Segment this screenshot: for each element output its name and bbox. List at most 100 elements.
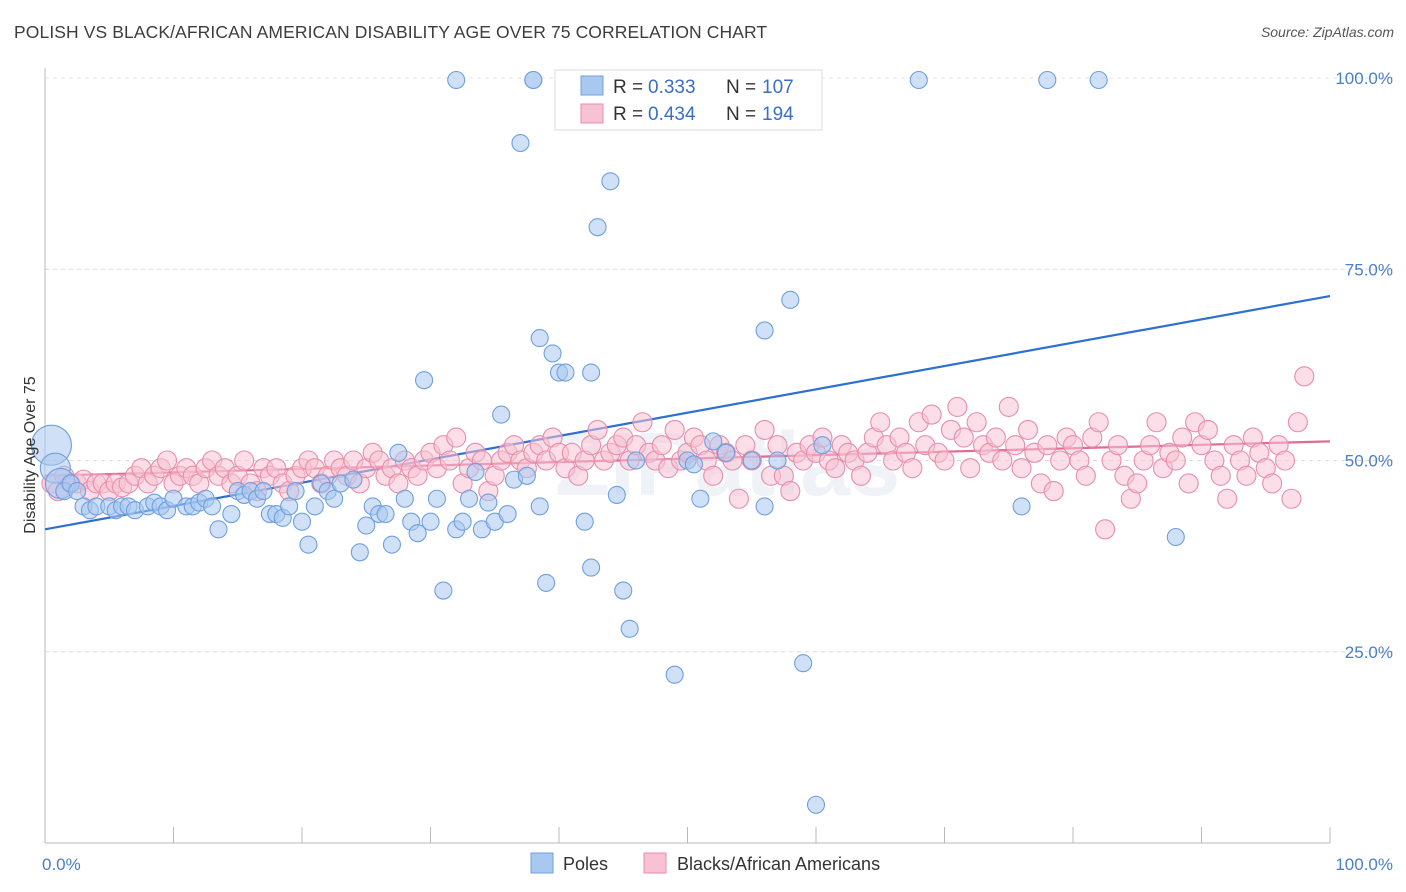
poles-point-51 [395, 489, 414, 508]
blacks-point-103 [703, 465, 724, 486]
poles-point-34 [280, 497, 299, 516]
blacks-point-142 [960, 458, 981, 479]
blacks-point-151 [1017, 419, 1039, 440]
blacks-point-192 [1281, 488, 1302, 509]
blacks-point-162 [1088, 412, 1109, 433]
poles-point-50 [389, 443, 408, 462]
poles-point-59 [453, 512, 472, 531]
poles-point-41 [325, 489, 344, 508]
series-legend-swatch-blacks [643, 852, 667, 874]
poles-point-94 [768, 451, 787, 470]
chart-source: Source: ZipAtlas.com [1260, 24, 1394, 40]
poles-point-25 [222, 504, 241, 524]
y-tick-label-2: 75.0% [1345, 260, 1393, 279]
data-points [30, 70, 1315, 814]
legend-swatch-blacks [580, 103, 604, 124]
poles-point-70 [530, 497, 549, 516]
series-legend: Poles Blacks/African Americans [530, 852, 880, 874]
blacks-point-85 [587, 419, 608, 440]
poles-point-87 [684, 455, 703, 474]
blacks-point-179 [1197, 419, 1218, 440]
poles-point-55 [421, 512, 440, 531]
poles-point-96 [794, 654, 813, 673]
poles-point-65 [492, 405, 511, 424]
blacks-point-107 [728, 488, 749, 509]
poles-point-76 [575, 512, 594, 531]
series-legend-swatch-poles [530, 852, 554, 874]
y-tick-label-0: 25.0% [1345, 643, 1393, 662]
poles-point-60 [459, 489, 479, 508]
poles-point-49 [382, 535, 402, 554]
poles-point-72 [537, 573, 556, 592]
blacks-point-140 [947, 396, 968, 418]
poles-point-30 [254, 482, 273, 501]
blacks-point-136 [921, 404, 942, 425]
poles-point-93 [755, 497, 774, 516]
blacks-point-174 [1165, 450, 1186, 471]
poles-point-5 [68, 482, 87, 501]
poles-point-78 [582, 363, 601, 382]
blacks-point-189 [1262, 473, 1283, 494]
poles-point-24 [209, 520, 228, 539]
poles-point-100 [1166, 527, 1185, 547]
poles-point-69 [517, 466, 536, 485]
poles-point-95 [781, 290, 800, 309]
poles-point-57 [434, 581, 453, 600]
y-tick-label-3: 100.0% [1335, 69, 1393, 88]
legend-n-label-blacks: N = [726, 104, 756, 125]
poles-point-37 [299, 535, 318, 554]
series-legend-label-poles: Poles [563, 854, 608, 874]
blacks-point-92 [632, 412, 653, 433]
legend-n-label-poles: N = [726, 77, 756, 98]
poles-point-81 [607, 485, 626, 504]
poles-point-68 [511, 133, 530, 153]
blacks-point-147 [992, 450, 1013, 471]
legend-n-value-poles: 107 [762, 77, 794, 98]
poles-point-99 [1012, 497, 1031, 516]
blacks-point-185 [1236, 465, 1257, 486]
poles-point-75 [556, 363, 575, 382]
poles-point-88 [691, 489, 710, 508]
blacks-point-155 [1043, 481, 1064, 502]
poles-point-108 [1089, 70, 1108, 90]
poles-point-53 [408, 524, 427, 543]
poles-point-83 [620, 619, 639, 638]
blacks-point-148 [998, 396, 1019, 418]
blacks-point-128 [870, 412, 891, 433]
blacks-point-133 [902, 458, 923, 479]
blacks-point-30 [234, 450, 255, 471]
gridlines [45, 77, 1393, 653]
poles-point-48 [376, 504, 395, 524]
x-tick-label-min: 0.0% [42, 855, 81, 874]
blacks-point-154 [1037, 435, 1058, 456]
blacks-point-143 [966, 412, 987, 433]
legend-swatch-poles [580, 75, 604, 96]
blacks-point-181 [1210, 465, 1231, 486]
poles-point-66 [498, 504, 517, 524]
legend-n-value-blacks: 194 [762, 104, 794, 125]
legend-r-label-poles: R = [613, 77, 643, 98]
blacks-point-125 [850, 465, 872, 486]
poles-point-89 [704, 432, 723, 451]
poles-point-45 [357, 516, 376, 535]
poles-point-98 [806, 795, 826, 814]
blacks-point-138 [934, 450, 955, 471]
blacks-point-156 [1050, 450, 1071, 471]
blacks-point-146 [985, 427, 1006, 448]
blacks-point-110 [754, 419, 775, 440]
poles-point-97 [813, 436, 832, 455]
poles-point-106 [447, 70, 466, 90]
y-tick-label-1: 50.0% [1345, 452, 1393, 471]
poles-point-107 [1038, 70, 1057, 90]
legend-r-label-blacks: R = [613, 104, 643, 125]
blacks-point-171 [1146, 412, 1167, 433]
poles-point-36 [292, 512, 312, 531]
y-axis-label: Disability Age Over 75 [22, 376, 39, 534]
series-legend-label-blacks: Blacks/African Americans [677, 854, 880, 874]
poles-point-101 [909, 70, 928, 90]
blacks-point-163 [1095, 519, 1116, 540]
blacks-point-170 [1140, 435, 1161, 456]
poles-point-79 [588, 218, 607, 237]
poles-point-73 [543, 344, 562, 363]
